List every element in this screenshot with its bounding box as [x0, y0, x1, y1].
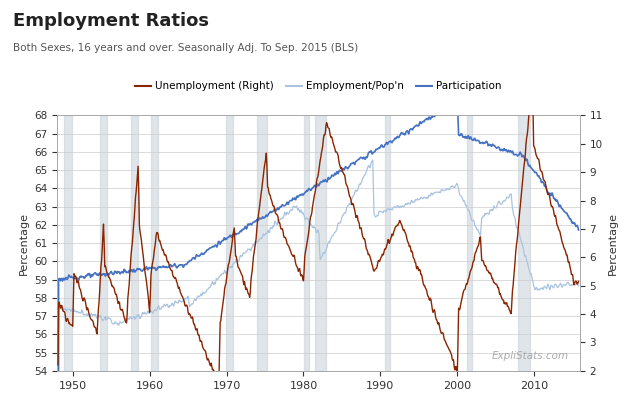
Text: Employment Ratios: Employment Ratios	[13, 12, 209, 30]
Bar	[518, 115, 531, 371]
Legend: Unemployment (Right), Employment/Pop'n, Participation: Unemployment (Right), Employment/Pop'n, …	[131, 77, 506, 96]
Bar	[225, 115, 234, 371]
Bar	[385, 115, 390, 371]
Bar	[466, 115, 472, 371]
Bar	[99, 115, 107, 371]
Bar	[64, 115, 72, 371]
Bar	[315, 115, 326, 371]
Y-axis label: Percentage: Percentage	[608, 212, 618, 274]
Bar	[304, 115, 309, 371]
Text: Both Sexes, 16 years and over. Seasonally Adj. To Sep. 2015 (BLS): Both Sexes, 16 years and over. Seasonall…	[13, 43, 358, 53]
Y-axis label: Percentage: Percentage	[19, 212, 29, 274]
Bar	[151, 115, 158, 371]
Bar	[257, 115, 266, 371]
Text: ExpliStats.com: ExpliStats.com	[492, 351, 569, 360]
Bar	[131, 115, 138, 371]
